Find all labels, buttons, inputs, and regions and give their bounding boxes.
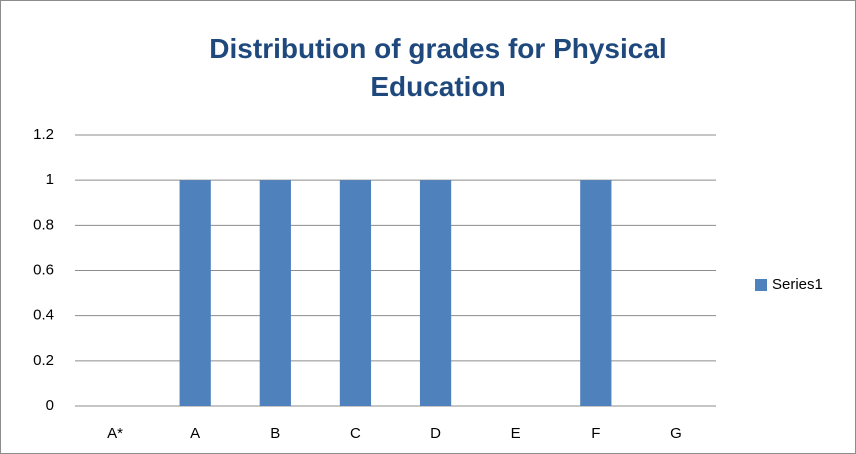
bar	[339, 180, 372, 406]
legend-label: Series1	[772, 276, 823, 293]
y-tick-label: 0.6	[33, 261, 54, 278]
x-tick-label: A*	[107, 425, 123, 442]
x-tick-label: G	[670, 425, 682, 442]
bar	[580, 180, 612, 406]
y-tick-label: 0.2	[33, 352, 54, 369]
x-tick-label: E	[511, 425, 521, 442]
x-tick-label: B	[270, 425, 280, 442]
bar	[179, 180, 211, 406]
x-tick-label: C	[350, 425, 361, 442]
bar	[419, 180, 452, 406]
y-tick-label: 0.4	[33, 307, 54, 324]
y-tick-label: 1	[46, 171, 54, 188]
x-tick-label: F	[591, 425, 600, 442]
legend-swatch	[755, 279, 767, 291]
x-tick-label: D	[430, 425, 441, 442]
chart-title: Distribution of grades for Physical Educ…	[209, 33, 667, 102]
y-tick-label: 0.8	[33, 216, 54, 233]
x-tick-label: A	[190, 425, 200, 442]
bar	[259, 180, 291, 406]
y-tick-label: 1.2	[33, 126, 54, 143]
y-tick-label: 0	[46, 397, 54, 414]
